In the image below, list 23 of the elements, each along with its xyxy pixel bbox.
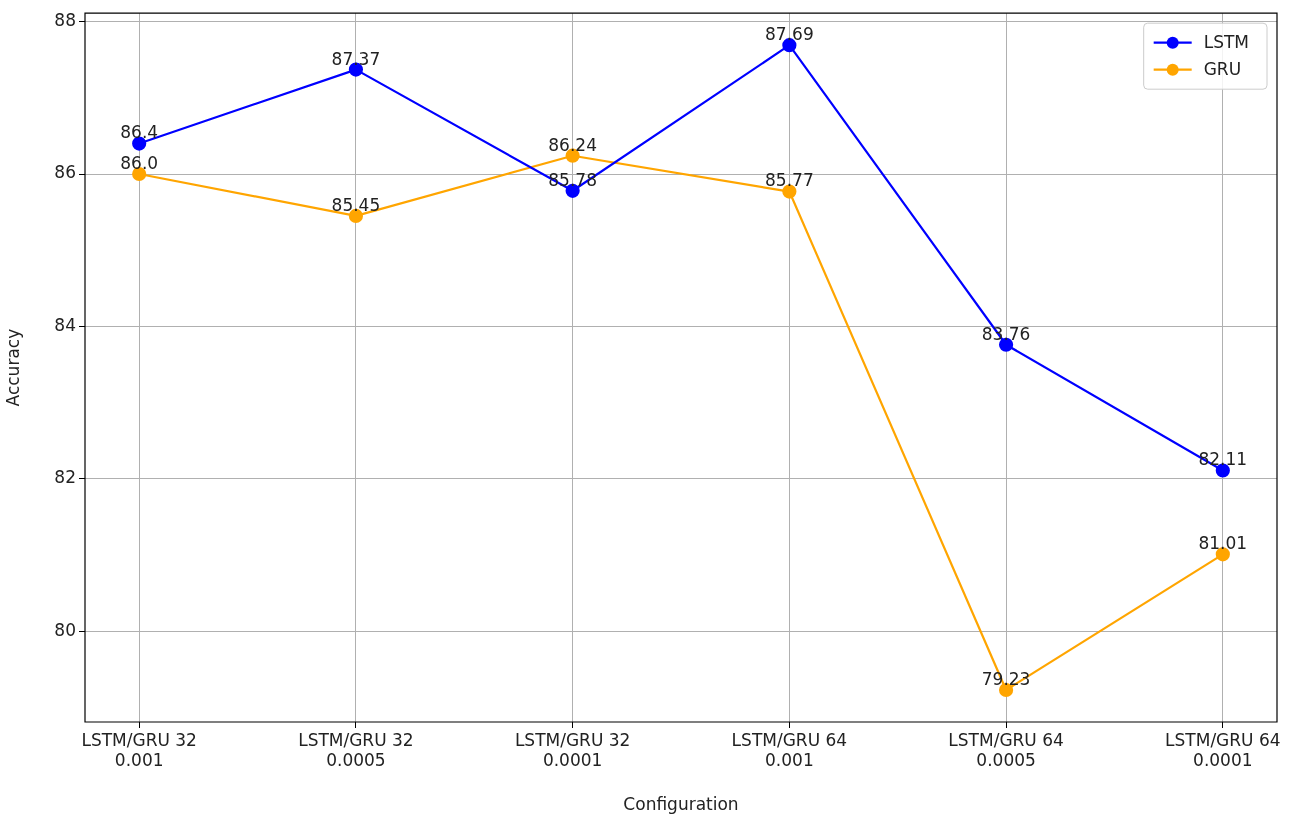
y-axis-title: Accuracy — [2, 328, 23, 407]
y-tick-label: 88 — [54, 10, 76, 31]
x-tick-label: LSTM/GRU 32 0.001 — [81, 729, 197, 771]
data-label: 81.01 — [1198, 533, 1248, 554]
x-tick-label: LSTM/GRU 32 0.0001 — [514, 729, 631, 771]
x-tick-label: LSTM/GRU 64 0.0001 — [1165, 729, 1281, 771]
x-tick-label: LSTM/GRU 64 0.001 — [731, 729, 848, 771]
x-tick-label: LSTM/GRU 64 0.0005 — [948, 729, 1064, 771]
y-tick-label: 84 — [54, 314, 76, 335]
x-axis-title: Configuration — [623, 794, 739, 815]
legend-label: LSTM — [1203, 32, 1250, 53]
y-tick-label: 86 — [54, 162, 76, 183]
legend-label: GRU — [1203, 59, 1242, 80]
data-label: 87.37 — [331, 48, 381, 69]
data-label: 86.0 — [120, 152, 159, 173]
data-label: 86.4 — [120, 122, 159, 143]
data-label: 86.24 — [548, 134, 597, 155]
y-tick-label: 80 — [54, 619, 76, 640]
data-label: 87.69 — [765, 24, 814, 45]
data-label: 85.77 — [765, 170, 814, 191]
data-label: 85.45 — [331, 194, 381, 215]
y-tick-label: 82 — [54, 467, 76, 488]
x-tick-label: LSTM/GRU 32 0.0005 — [298, 729, 414, 771]
